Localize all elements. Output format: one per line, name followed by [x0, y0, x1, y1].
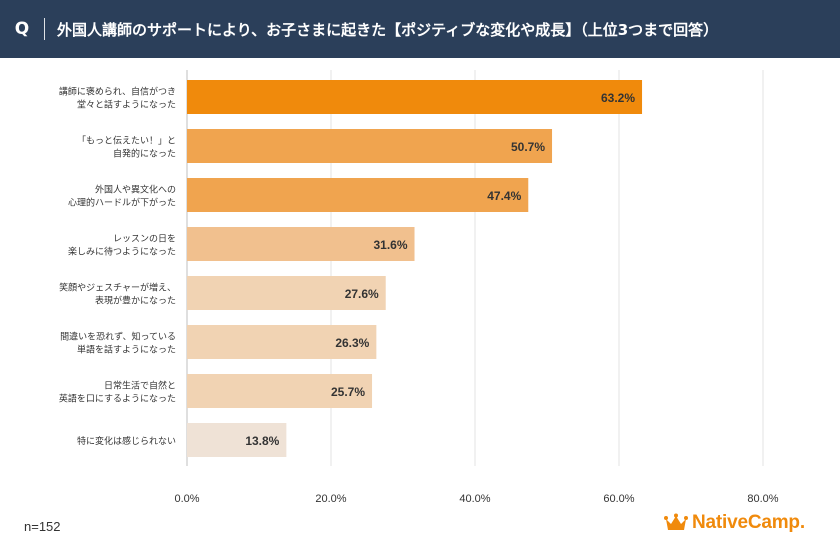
category-label: 堂々と話すようになった	[77, 99, 176, 111]
bar-value-label: 50.7%	[511, 140, 545, 154]
x-tick-label: 0.0%	[174, 493, 199, 505]
bar-value-label: 27.6%	[345, 287, 379, 301]
bar-value-label: 47.4%	[487, 189, 521, 203]
bar-value-label: 25.7%	[331, 385, 365, 399]
category-label: 表現が豊かになった	[95, 295, 176, 307]
category-label: 講師に褒められ、自信がつき	[59, 86, 176, 98]
category-label: 間違いを恐れず、知っている	[60, 331, 176, 343]
bar-value-label: 63.2%	[601, 91, 635, 105]
category-label: 「もっと伝えたい！」と	[77, 136, 176, 147]
header-divider	[44, 18, 45, 40]
category-label: 日常生活で自然と	[104, 380, 176, 392]
bar-value-label: 26.3%	[335, 336, 369, 350]
bar	[187, 423, 287, 457]
category-label: 特に変化は感じられない	[77, 435, 176, 447]
category-label: レッスンの日を	[113, 234, 176, 245]
crown-icon	[664, 513, 688, 530]
bar	[187, 325, 377, 359]
x-tick-label: 20.0%	[315, 493, 346, 505]
chart-title: 外国人講師のサポートにより、お子さまに起きた【ポジティブな変化や成長】（上位3つ…	[57, 20, 719, 39]
bar-value-label: 31.6%	[373, 238, 407, 252]
category-label: 単語を話すようになった	[77, 344, 176, 356]
category-label: 笑顔やジェスチャーが増え、	[59, 282, 176, 294]
bar	[187, 227, 415, 261]
sample-size-label: n=152	[24, 519, 61, 534]
category-label: 外国人や異文化への	[95, 184, 176, 196]
bar-value-label: 13.8%	[245, 434, 279, 448]
question-mark-label: Q	[14, 19, 30, 39]
bar	[187, 129, 553, 163]
x-tick-label: 80.0%	[747, 493, 778, 505]
x-tick-label: 40.0%	[459, 493, 490, 505]
category-label: 楽しみに待つようになった	[68, 246, 176, 258]
bar	[187, 374, 373, 408]
category-label: 英語を口にするようになった	[59, 393, 176, 405]
category-label: 自発的になった	[113, 148, 176, 160]
x-tick-label: 60.0%	[603, 493, 634, 505]
header-bar: Q 外国人講師のサポートにより、お子さまに起きた【ポジティブな変化や成長】（上位…	[0, 0, 840, 58]
nativecamp-logo: NativeCamp.	[664, 512, 805, 534]
bar	[187, 80, 643, 114]
category-label: 心理的ハードルが下がった	[68, 197, 176, 209]
bar	[187, 276, 386, 310]
logo-text: NativeCamp.	[692, 512, 805, 533]
bar	[187, 178, 529, 212]
